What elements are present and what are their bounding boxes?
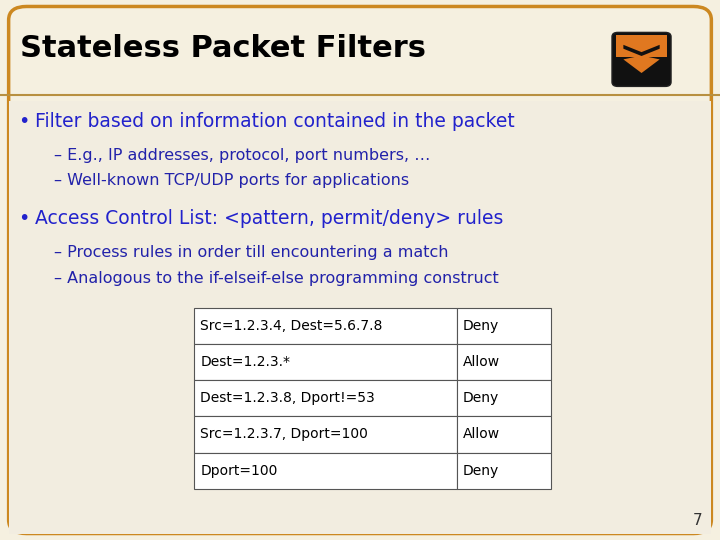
Bar [194, 344, 457, 380]
Bar [457, 308, 551, 344]
Text: – E.g., IP addresses, protocol, port numbers, …: – E.g., IP addresses, protocol, port num… [54, 148, 431, 163]
Text: – Well-known TCP/UDP ports for applications: – Well-known TCP/UDP ports for applicati… [54, 173, 409, 188]
Text: Allow: Allow [463, 355, 500, 369]
Bar [457, 344, 551, 380]
Text: •: • [18, 112, 30, 131]
Text: Deny: Deny [463, 464, 499, 477]
FancyBboxPatch shape [612, 32, 671, 86]
Text: Stateless Packet Filters: Stateless Packet Filters [20, 34, 426, 63]
Bar [457, 380, 551, 416]
Bar [194, 453, 457, 489]
Bar [457, 416, 551, 453]
Bar [457, 453, 551, 489]
Text: Deny: Deny [463, 392, 499, 405]
Text: Dest=1.2.3.*: Dest=1.2.3.* [200, 355, 290, 369]
Bar [194, 380, 457, 416]
Bar [194, 416, 457, 453]
Text: Src=1.2.3.4, Dest=5.6.7.8: Src=1.2.3.4, Dest=5.6.7.8 [200, 319, 382, 333]
Text: Src=1.2.3.7, Dport=100: Src=1.2.3.7, Dport=100 [200, 428, 368, 441]
Text: Dest=1.2.3.8, Dport!=53: Dest=1.2.3.8, Dport!=53 [200, 392, 375, 405]
Text: •: • [18, 209, 30, 228]
Text: Dport=100: Dport=100 [200, 464, 277, 477]
Polygon shape [624, 56, 660, 73]
Bar [194, 308, 457, 344]
FancyBboxPatch shape [9, 6, 711, 534]
Text: Access Control List: <pattern, permit/deny> rules: Access Control List: <pattern, permit/de… [35, 209, 503, 228]
Text: Allow: Allow [463, 428, 500, 441]
Text: – Process rules in order till encountering a match: – Process rules in order till encounteri… [54, 245, 449, 260]
Text: 7: 7 [693, 513, 702, 528]
Text: Filter based on information contained in the packet: Filter based on information contained in… [35, 112, 514, 131]
Text: – Analogous to the if-elseif-else programming construct: – Analogous to the if-elseif-else progra… [54, 271, 499, 286]
Bar [9, 101, 711, 534]
Text: Deny: Deny [463, 319, 499, 333]
Polygon shape [624, 45, 660, 56]
Bar [616, 35, 667, 57]
